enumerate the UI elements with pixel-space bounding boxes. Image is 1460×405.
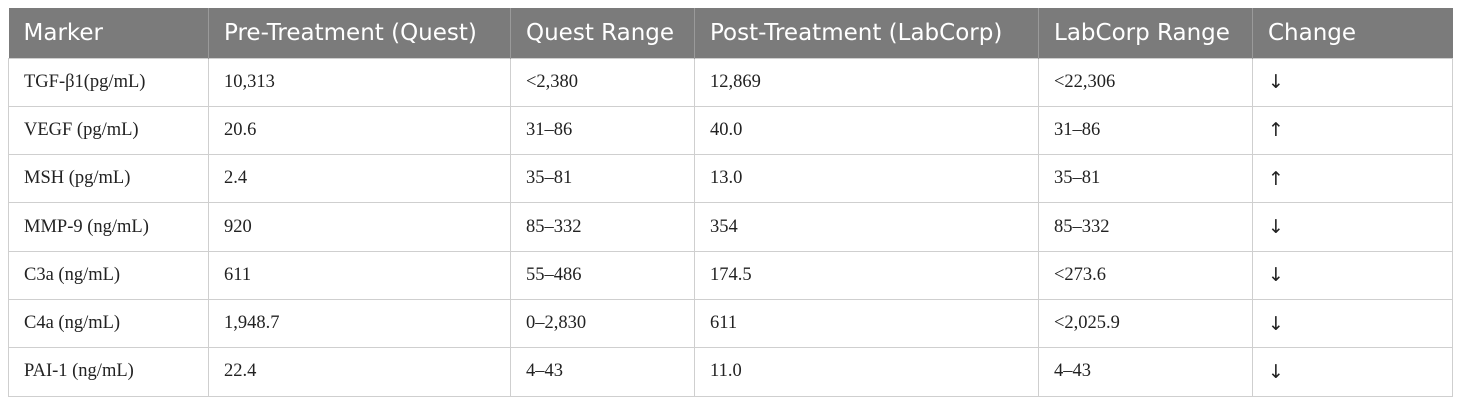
table-header: Marker Pre-Treatment (Quest) Quest Range… bbox=[8, 8, 1453, 58]
cell-pre-treatment: 920 bbox=[208, 202, 511, 252]
cell-post-treatment: 11.0 bbox=[694, 347, 1039, 397]
header-labcorp-range: LabCorp Range bbox=[1038, 8, 1253, 58]
cell-quest-range: 31–86 bbox=[510, 105, 695, 156]
cell-labcorp-range: 85–332 bbox=[1038, 202, 1253, 252]
header-quest-range: Quest Range bbox=[510, 8, 695, 58]
cell-pre-treatment: 2.4 bbox=[208, 154, 511, 204]
header-row: Marker Pre-Treatment (Quest) Quest Range… bbox=[8, 8, 1453, 58]
cell-marker: TGF-β1(pg/mL) bbox=[8, 57, 209, 107]
cell-marker: MMP-9 (ng/mL) bbox=[8, 202, 209, 252]
cell-pre-treatment: 20.6 bbox=[208, 105, 511, 156]
table-row: PAI-1 (ng/mL) 22.4 4–43 11.0 4–43 ↓ bbox=[8, 347, 1453, 397]
table-body: TGF-β1(pg/mL) 10,313 <2,380 12,869 <22,3… bbox=[8, 57, 1453, 397]
cell-marker: C3a (ng/mL) bbox=[8, 250, 209, 300]
cell-quest-range: 55–486 bbox=[510, 250, 695, 300]
cell-change: ↑ bbox=[1252, 105, 1453, 156]
header-change: Change bbox=[1268, 19, 1357, 46]
cell-quest-range: 4–43 bbox=[510, 347, 695, 397]
cell-quest-range: 0–2,830 bbox=[510, 298, 695, 349]
cell-change: ↓ bbox=[1252, 202, 1453, 252]
biomarker-table: Marker Pre-Treatment (Quest) Quest Range… bbox=[8, 8, 1453, 397]
cell-post-treatment: 13.0 bbox=[694, 154, 1039, 204]
cell-labcorp-range: 35–81 bbox=[1038, 154, 1253, 204]
cell-post-treatment: 12,869 bbox=[694, 57, 1039, 107]
cell-change: ↑ bbox=[1252, 154, 1453, 204]
cell-post-treatment: 40.0 bbox=[694, 105, 1039, 156]
cell-change: ↓ bbox=[1252, 250, 1453, 300]
cell-labcorp-range: 4–43 bbox=[1038, 347, 1253, 397]
cell-pre-treatment: 22.4 bbox=[208, 347, 511, 397]
cell-change: ↓ bbox=[1252, 347, 1453, 397]
cell-labcorp-range: 31–86 bbox=[1038, 105, 1253, 156]
cell-post-treatment: 174.5 bbox=[694, 250, 1039, 300]
cell-change: ↓ bbox=[1252, 298, 1453, 349]
cell-pre-treatment: 1,948.7 bbox=[208, 298, 511, 349]
cell-marker: C4a (ng/mL) bbox=[8, 298, 209, 349]
header-pre-treatment: Pre-Treatment (Quest) bbox=[208, 8, 511, 58]
table-row: TGF-β1(pg/mL) 10,313 <2,380 12,869 <22,3… bbox=[8, 57, 1453, 107]
cell-marker: VEGF (pg/mL) bbox=[8, 105, 209, 156]
table-row: MMP-9 (ng/mL) 920 85–332 354 85–332 ↓ bbox=[8, 202, 1453, 252]
table-row: MSH (pg/mL) 2.4 35–81 13.0 35–81 ↑ bbox=[8, 154, 1453, 204]
cell-pre-treatment: 10,313 bbox=[208, 57, 511, 107]
cell-labcorp-range: <273.6 bbox=[1038, 250, 1253, 300]
header-marker: Marker bbox=[8, 8, 209, 58]
cell-quest-range: 85–332 bbox=[510, 202, 695, 252]
cell-marker: PAI-1 (ng/mL) bbox=[8, 347, 209, 397]
header-post-treatment: Post-Treatment (LabCorp) bbox=[694, 8, 1039, 58]
biomarker-table-container: Marker Pre-Treatment (Quest) Quest Range… bbox=[8, 8, 1453, 397]
cell-post-treatment: 354 bbox=[694, 202, 1039, 252]
cell-labcorp-range: <2,025.9 bbox=[1038, 298, 1253, 349]
cell-quest-range: <2,380 bbox=[510, 57, 695, 107]
cell-pre-treatment: 611 bbox=[208, 250, 511, 300]
cell-change: ↓ bbox=[1252, 57, 1453, 107]
table-row: C4a (ng/mL) 1,948.7 0–2,830 611 <2,025.9… bbox=[8, 298, 1453, 349]
cell-marker: MSH (pg/mL) bbox=[8, 154, 209, 204]
cell-quest-range: 35–81 bbox=[510, 154, 695, 204]
cell-labcorp-range: <22,306 bbox=[1038, 57, 1253, 107]
cell-post-treatment: 611 bbox=[694, 298, 1039, 349]
table-row: VEGF (pg/mL) 20.6 31–86 40.0 31–86 ↑ bbox=[8, 105, 1453, 156]
table-row: C3a (ng/mL) 611 55–486 174.5 <273.6 ↓ bbox=[8, 250, 1453, 300]
